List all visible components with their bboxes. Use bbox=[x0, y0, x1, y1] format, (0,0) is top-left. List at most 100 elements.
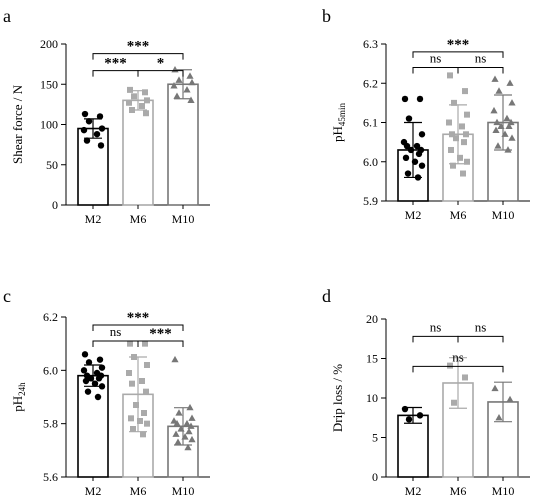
data-point-M6 bbox=[142, 340, 148, 347]
y-tick-label: 6.2 bbox=[43, 310, 58, 324]
data-point-M10 bbox=[188, 435, 196, 443]
data-point-M2 bbox=[413, 142, 421, 150]
data-point-M2 bbox=[98, 364, 106, 371]
panel-c: c 5.6 5.8 6.0 6.2 pH24h M2 M6 M10 *** ns *** bbox=[3, 286, 210, 498]
y-tick-label: 0 bbox=[52, 198, 58, 212]
data-point-M6 bbox=[129, 380, 135, 387]
significance-label: ns bbox=[452, 349, 464, 364]
data-point-M10 bbox=[188, 78, 196, 86]
bar-M2 bbox=[397, 414, 429, 478]
y-axis-label-subscript: 24h bbox=[17, 382, 27, 396]
data-point-M6 bbox=[126, 370, 132, 376]
data-point-M2 bbox=[85, 118, 93, 125]
y-tick-label: 6.0 bbox=[363, 155, 378, 169]
y-tick-label: 100 bbox=[40, 118, 58, 132]
data-point-M10 bbox=[490, 106, 498, 114]
data-point-M6 bbox=[464, 111, 470, 118]
y-tick-label: 5.9 bbox=[363, 194, 378, 208]
significance-bracket bbox=[412, 335, 459, 343]
data-point-M10 bbox=[184, 443, 192, 451]
data-point-M10 bbox=[187, 422, 195, 429]
significance-bracket bbox=[137, 70, 184, 77]
data-point-M10 bbox=[175, 76, 183, 83]
data-point-M6 bbox=[446, 119, 452, 126]
data-point-M6 bbox=[130, 426, 136, 432]
data-point-M6 bbox=[140, 431, 146, 438]
panel-label: a bbox=[3, 6, 11, 26]
data-point-M2 bbox=[80, 126, 88, 134]
data-point-M6 bbox=[133, 402, 139, 408]
data-point-M6 bbox=[141, 410, 147, 416]
data-point-M10 bbox=[173, 419, 181, 427]
significance-bracket bbox=[457, 335, 504, 343]
x-tick-label: M10 bbox=[172, 484, 195, 498]
y-axis-label-main: Shear force / N bbox=[10, 84, 25, 164]
data-point-M2 bbox=[404, 170, 412, 177]
y-tick-label: 15 bbox=[366, 352, 378, 366]
data-point-M6 bbox=[464, 158, 470, 165]
data-point-M2 bbox=[84, 388, 92, 395]
significance-label: *** bbox=[127, 310, 150, 326]
data-point-M6 bbox=[131, 93, 137, 100]
data-point-M6 bbox=[143, 388, 149, 395]
data-point-M10 bbox=[170, 82, 178, 89]
bar-M2 bbox=[77, 127, 109, 206]
data-point-M10 bbox=[186, 72, 194, 79]
data-point-M6 bbox=[142, 89, 148, 96]
x-tick-label: M6 bbox=[130, 212, 147, 226]
x-tick-label: M10 bbox=[492, 208, 515, 222]
data-point-M6 bbox=[462, 374, 468, 381]
significance-label: *** bbox=[149, 326, 172, 342]
data-point-M10 bbox=[495, 87, 503, 94]
significance-label: ns bbox=[475, 51, 487, 66]
x-tick-label: M6 bbox=[450, 208, 467, 222]
data-point-M10 bbox=[173, 92, 181, 99]
y-axis-label-main: pH bbox=[10, 396, 25, 412]
data-point-M6 bbox=[127, 340, 133, 347]
significance-bracket bbox=[137, 340, 184, 347]
significance-bracket bbox=[412, 365, 504, 373]
significance-label: *** bbox=[127, 39, 150, 55]
y-tick-label: 10 bbox=[366, 391, 378, 405]
significance-label: ns bbox=[475, 319, 487, 334]
y-tick-label: 50 bbox=[46, 158, 58, 172]
data-point-M10 bbox=[183, 86, 191, 93]
y-tick-label: 6.2 bbox=[363, 76, 378, 90]
data-point-M2 bbox=[416, 95, 424, 103]
y-axis-label-subscript: 45min bbox=[337, 103, 347, 127]
data-point-M2 bbox=[80, 367, 88, 374]
data-point-M2 bbox=[418, 131, 426, 138]
data-point-M6 bbox=[448, 146, 454, 153]
data-point-M6 bbox=[137, 418, 143, 424]
data-point-M10 bbox=[171, 355, 179, 363]
y-axis-label: Drip loss / % bbox=[330, 364, 345, 432]
data-point-M6 bbox=[144, 420, 150, 427]
data-point-M6 bbox=[139, 378, 145, 384]
data-point-M10 bbox=[175, 409, 183, 416]
data-point-M6 bbox=[451, 99, 457, 106]
y-axis-label: Shear force / N bbox=[10, 84, 25, 164]
x-tick-label: M6 bbox=[450, 484, 467, 498]
data-point-M10 bbox=[185, 427, 193, 435]
data-point-M2 bbox=[98, 125, 106, 132]
significance-bracket bbox=[92, 324, 184, 331]
x-tick-label: M2 bbox=[405, 208, 422, 222]
data-point-M6 bbox=[462, 88, 468, 95]
significance-label: ns bbox=[430, 51, 442, 66]
data-point-M2 bbox=[96, 356, 104, 363]
data-point-M6 bbox=[449, 131, 455, 138]
data-point-M6 bbox=[461, 139, 467, 146]
data-point-M2 bbox=[403, 142, 411, 150]
data-point-M10 bbox=[183, 419, 191, 427]
data-point-M2 bbox=[93, 130, 101, 138]
data-point-M10 bbox=[491, 75, 499, 82]
significance-label: ns bbox=[430, 319, 442, 334]
y-tick-label: 5.6 bbox=[43, 470, 58, 484]
y-axis-label: pH45min bbox=[330, 103, 347, 142]
data-point-M2 bbox=[81, 110, 89, 118]
y-tick-label: 0 bbox=[372, 470, 378, 484]
data-point-M10 bbox=[494, 142, 502, 149]
